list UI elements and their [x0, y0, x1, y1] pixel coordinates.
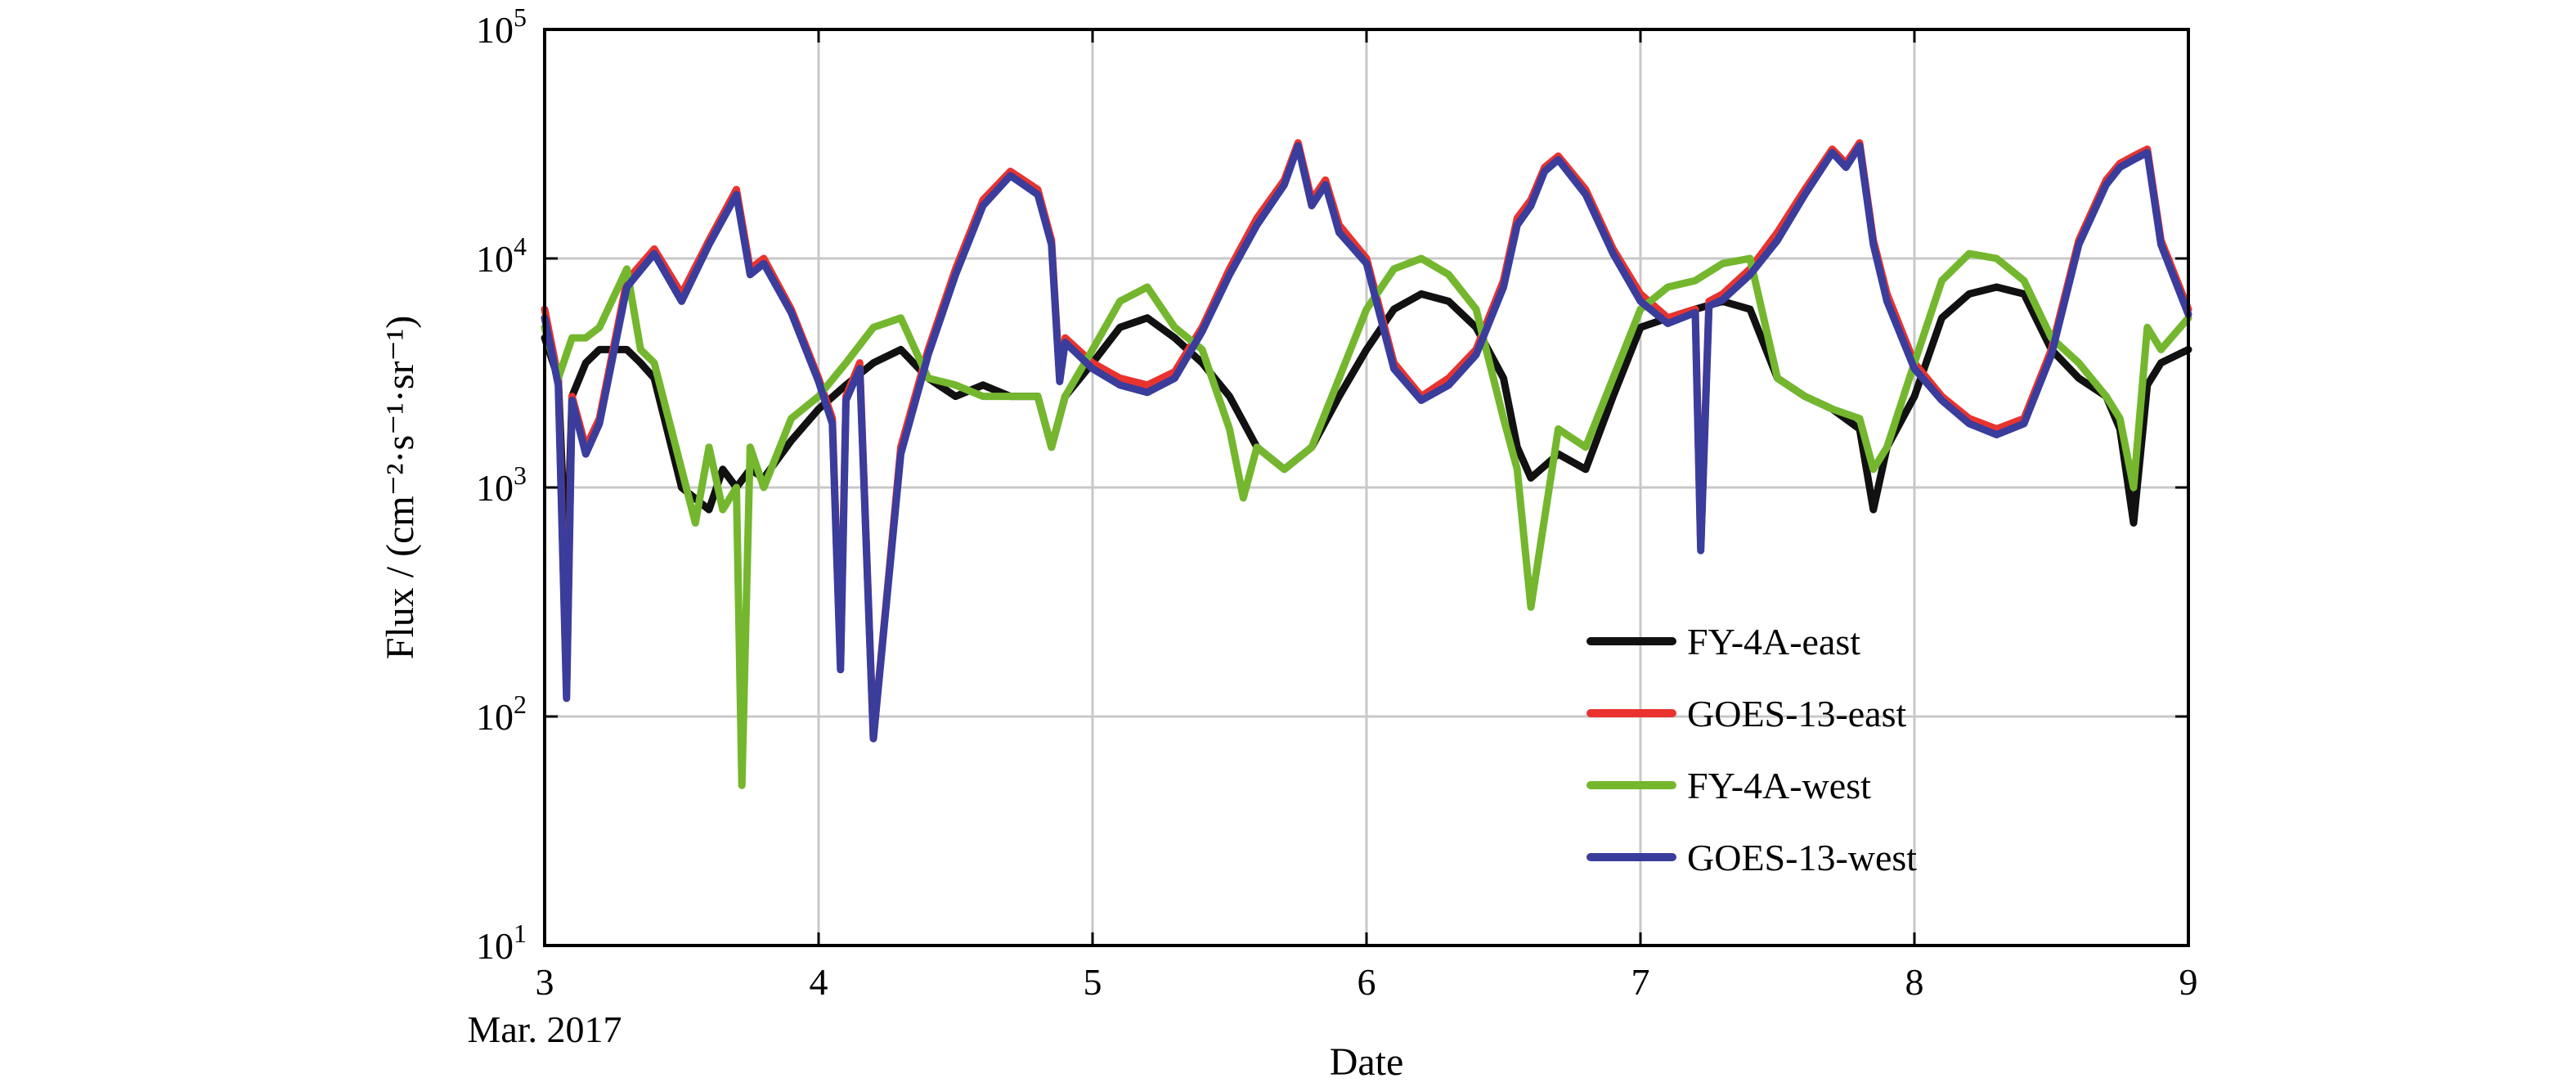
y-tick-label: 104 [476, 231, 527, 280]
series-line-goes-13-west [541, 141, 2192, 743]
y-tick-label-base: 10 [476, 696, 514, 738]
y-tick-label-exponent: 2 [514, 689, 527, 719]
x-axis-origin-label: Mar. 2017 [467, 1008, 622, 1050]
x-tick-label: 4 [810, 961, 828, 1003]
x-tick-label: 6 [1358, 961, 1376, 1003]
y-tick-label: 103 [476, 460, 527, 509]
x-tick-label: 9 [2179, 961, 2198, 1003]
y-tick-label-exponent: 5 [514, 2, 527, 32]
y-tick-label: 105 [476, 2, 527, 51]
y-tick-label-base: 10 [476, 9, 514, 51]
legend-label-fy-4a-west: FY-4A-west [1687, 765, 1871, 806]
series-lines [541, 139, 2192, 789]
y-tick-label: 102 [476, 689, 527, 738]
series-line-fy-4a-west [541, 249, 2192, 789]
y-tick-label: 101 [476, 919, 527, 967]
y-tick-label-base: 10 [476, 238, 514, 280]
x-tick-label: 7 [1631, 961, 1650, 1003]
legend: FY-4A-east GOES-13-east FY-4A-west GOES-13-… [1586, 621, 1917, 878]
legend-label-fy-4a-east: FY-4A-east [1687, 621, 1860, 663]
x-tick-label: 3 [536, 961, 554, 1003]
y-axis-title: Flux / (cm⁻²·s⁻¹·sr⁻¹) [379, 316, 422, 659]
legend-label-goes-13-west: GOES-13-west [1687, 837, 1917, 878]
y-tick-label-exponent: 4 [514, 231, 527, 261]
x-axis-title: Date [1330, 1040, 1404, 1084]
y-tick-label-exponent: 3 [514, 460, 527, 490]
legend-label-goes-13-east: GOES-13-east [1687, 693, 1906, 734]
y-tick-label-base: 10 [476, 467, 514, 509]
y-tick-label-exponent: 1 [514, 919, 527, 948]
y-tick-label-base: 10 [476, 925, 514, 967]
x-tick-label: 8 [1905, 961, 1924, 1003]
x-tick-label: 5 [1084, 961, 1102, 1003]
